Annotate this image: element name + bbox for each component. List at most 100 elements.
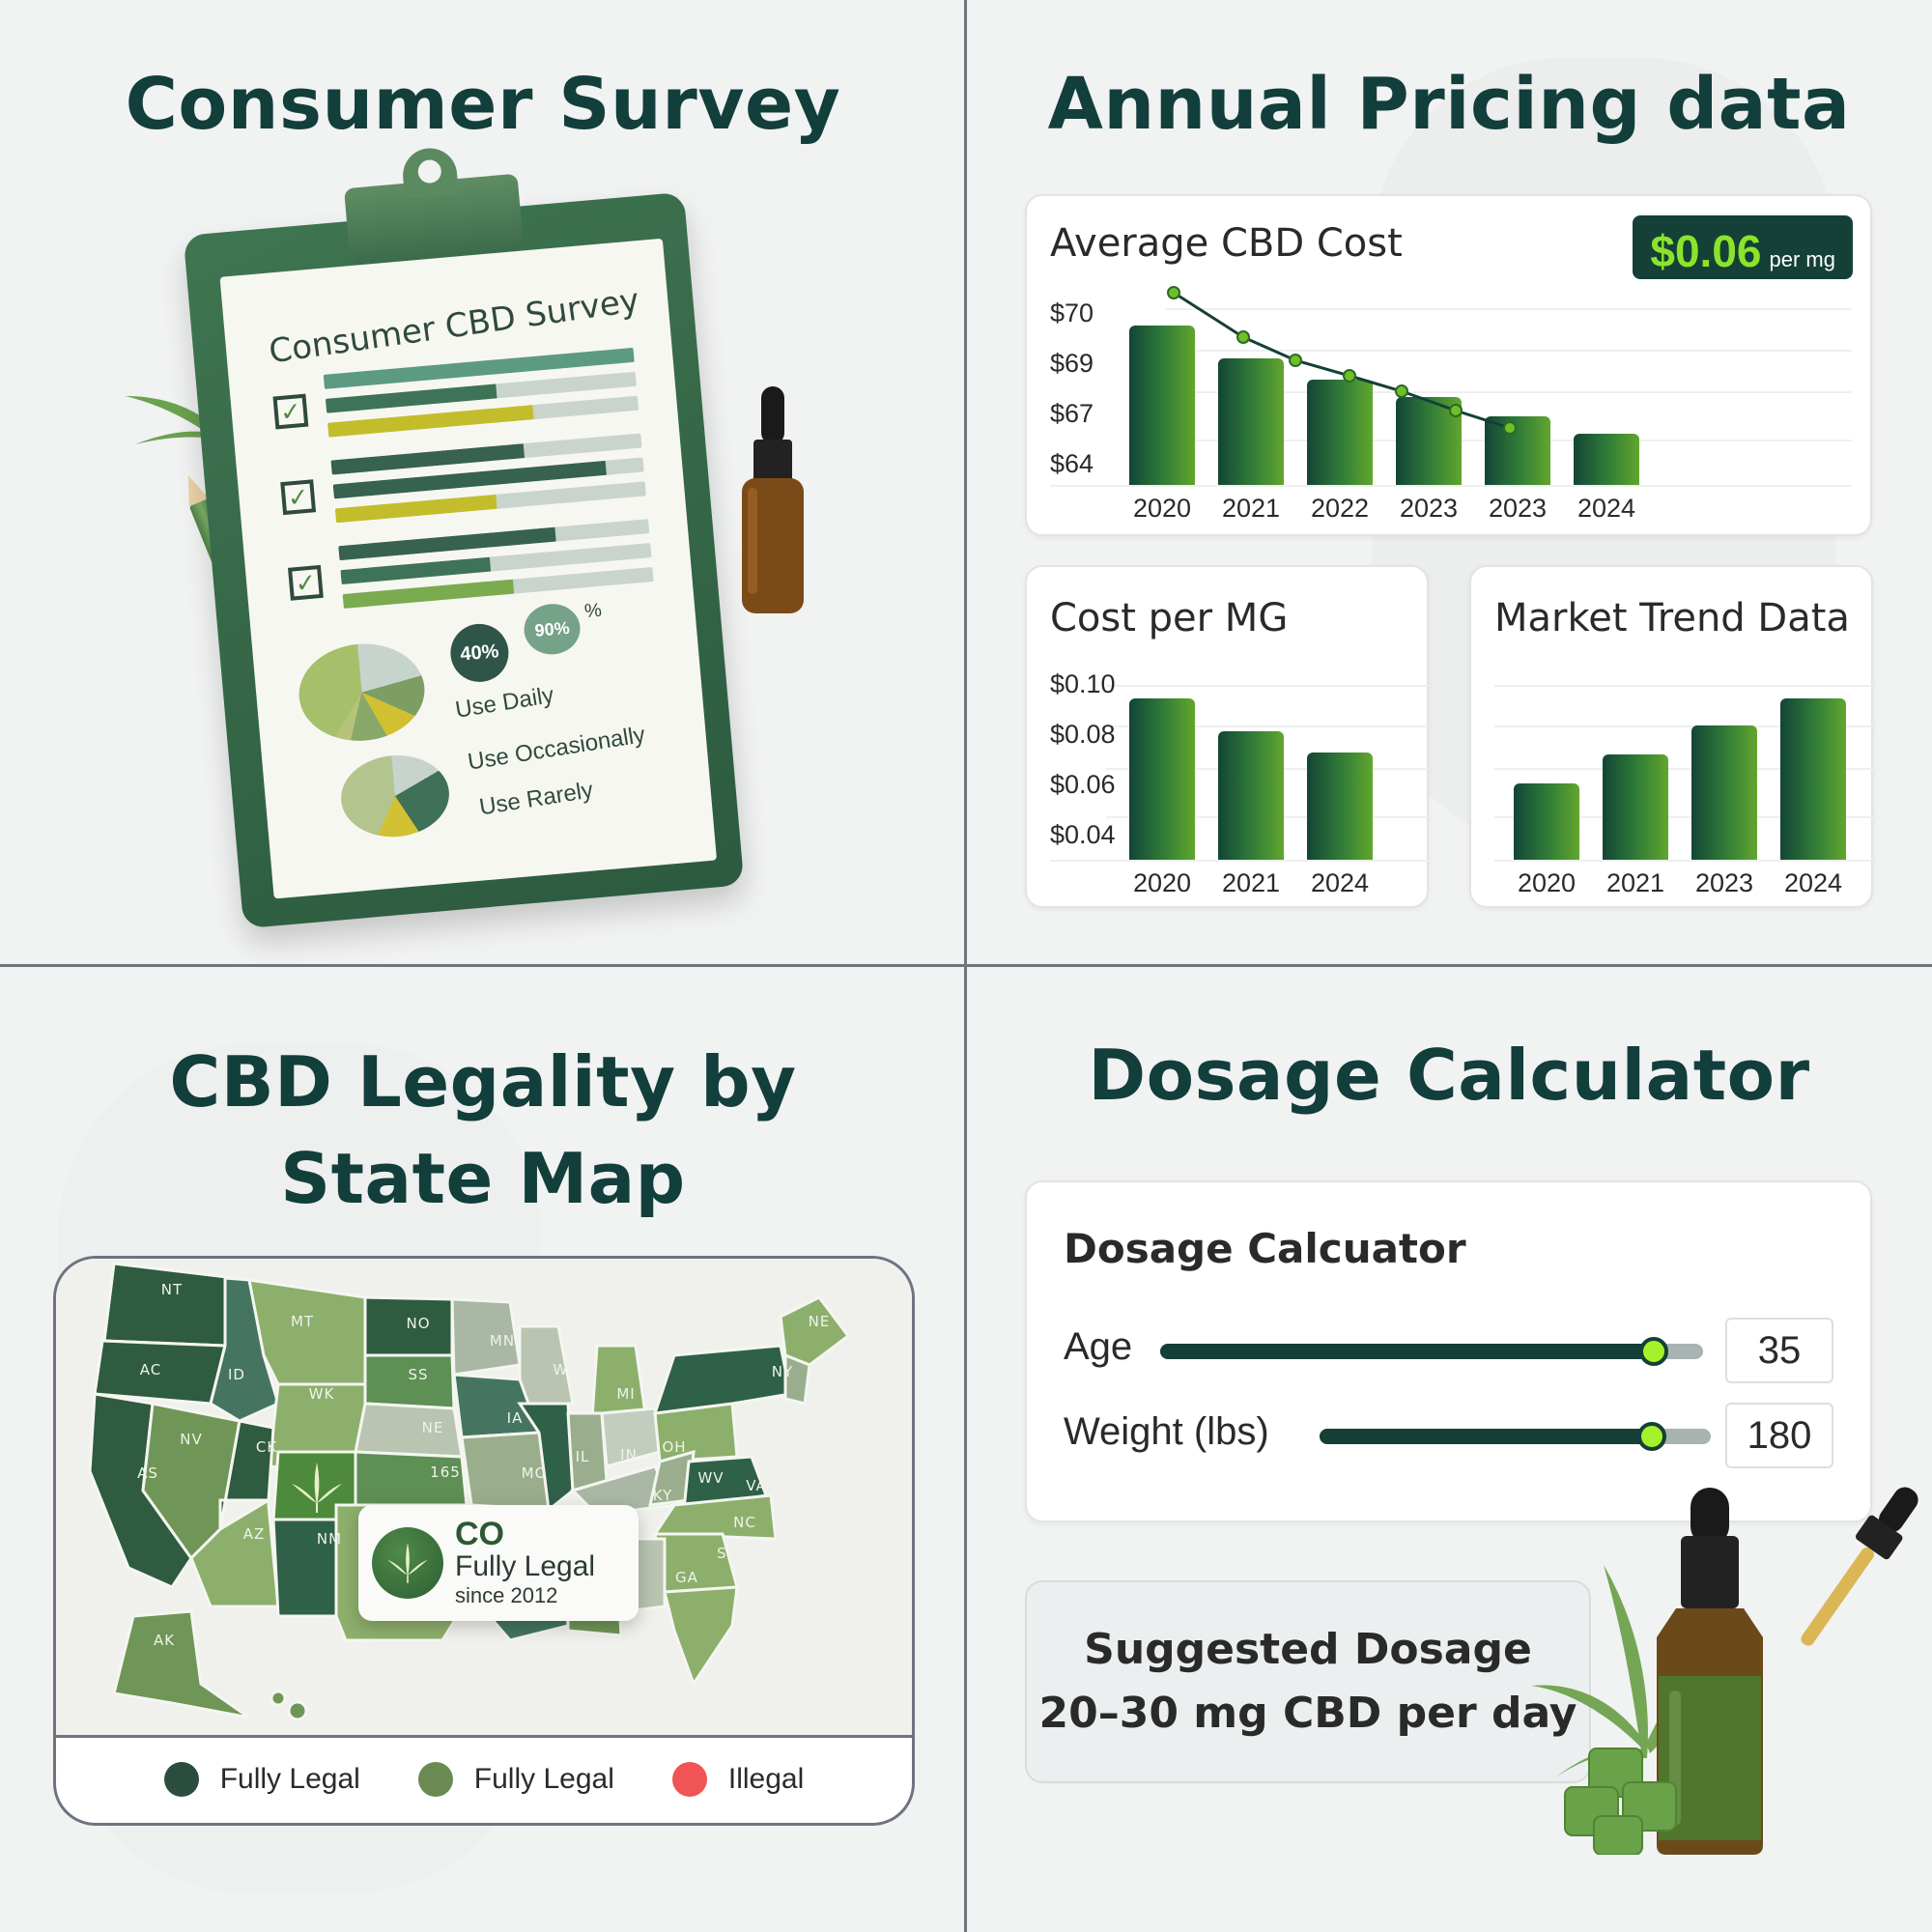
x-tick: 2022 (1310, 494, 1370, 523)
x-tick: 2021 (1605, 868, 1665, 897)
svg-text:OH: OH (662, 1438, 686, 1456)
percent-badge-40: 40% (447, 621, 511, 685)
usage-label-daily: Use Daily (453, 682, 556, 724)
svg-text:NY: NY (772, 1363, 793, 1380)
percent-symbol: % (583, 599, 603, 623)
legend-label: Fully Legal (473, 1763, 614, 1795)
chart-bar (1514, 783, 1579, 860)
pricing-title: Annual Pricing data (1047, 63, 1851, 146)
x-tick: 2023 (1694, 868, 1754, 897)
x-tick: 2024 (1310, 868, 1370, 897)
legality-title-line1: CBD Legality by (169, 1041, 797, 1122)
average-cbd-cost-title: Average CBD Cost (1050, 221, 1403, 266)
chart-bar (1307, 753, 1373, 860)
svg-text:AK: AK (154, 1632, 175, 1649)
consumer-survey-title: Consumer Survey (125, 63, 841, 146)
popup-state: CO (455, 1515, 504, 1552)
legend-label: Fully Legal (219, 1763, 360, 1795)
chart-bar (1780, 698, 1846, 860)
price-per-mg-badge: $0.06 per mg (1633, 215, 1853, 279)
chart-bar (1129, 326, 1195, 485)
weight-slider[interactable] (1320, 1422, 1711, 1451)
checkbox-checked-icon: ✓ (280, 479, 317, 516)
state-labels: NT AC MT NO MN NE ID WK SS WI MI NY NV CK NE IA PA A… (137, 1281, 829, 1668)
price-value: $0.06 (1650, 226, 1762, 276)
x-tick: 2024 (1783, 868, 1843, 897)
survey-question-2: ✓ (279, 433, 647, 537)
chart-bar (1485, 416, 1550, 485)
average-cost-chart: $70 $69 $67 $64 2020 2021 2022 2023 2023 (1050, 286, 1852, 530)
market-trend-chart: 2020 2021 2023 2024 (1494, 668, 1873, 899)
svg-text:SC: SC (717, 1545, 738, 1562)
svg-text:WV: WV (697, 1469, 724, 1487)
cost-per-mg-title: Cost per MG (1050, 596, 1289, 640)
chart-bar (1218, 358, 1284, 485)
age-value-input[interactable]: 35 (1725, 1318, 1833, 1383)
chart-bar (1307, 380, 1373, 485)
svg-text:NM: NM (317, 1530, 342, 1548)
svg-text:AZ: AZ (243, 1525, 266, 1543)
svg-text:IL: IL (576, 1448, 590, 1465)
svg-text:WK: WK (309, 1385, 335, 1403)
svg-text:AS: AS (137, 1464, 158, 1482)
svg-text:MN: MN (490, 1332, 515, 1350)
chart-bar (1691, 725, 1757, 860)
x-tick: 2020 (1132, 494, 1192, 523)
svg-text:CK: CK (256, 1438, 277, 1456)
map-legend: Fully Legal Fully Legal Illegal (56, 1736, 912, 1823)
suggested-dosage-value: 20–30 mg CBD per day (1038, 1689, 1577, 1738)
x-tick: 2021 (1221, 868, 1281, 897)
pie-chart-icon (337, 751, 453, 841)
suggested-dosage-box: Suggested Dosage 20–30 mg CBD per day (1025, 1580, 1591, 1783)
svg-text:ID: ID (228, 1366, 245, 1383)
svg-text:NV: NV (180, 1431, 202, 1448)
legend-item-fully-legal-light: Fully Legal (417, 1762, 614, 1797)
popup-status: Fully Legal (455, 1549, 596, 1582)
us-map[interactable]: NT AC MT NO MN NE ID WK SS WI MI NY NV CK NE IA PA A… (56, 1259, 912, 1738)
y-tick: $0.04 (1050, 820, 1116, 849)
weight-slider-row: Weight (lbs) 180 (1064, 1403, 1833, 1470)
checkbox-checked-icon: ✓ (287, 564, 324, 601)
svg-text:FL: FL (724, 1651, 742, 1668)
age-slider[interactable] (1160, 1337, 1703, 1366)
legend-dot-dark-green (163, 1762, 199, 1797)
chart-bar (1129, 698, 1195, 860)
y-tick: $0.06 (1050, 770, 1116, 799)
us-map-svg: NT AC MT NO MN NE ID WK SS WI MI NY NV CK NE IA PA A… (88, 1262, 851, 1721)
svg-text:NE: NE (422, 1419, 444, 1436)
average-cbd-cost-card: Average CBD Cost $0.06 per mg $70 $69 $6… (1025, 194, 1872, 536)
weight-value-input[interactable]: 180 (1725, 1403, 1833, 1468)
chart-bar (1218, 731, 1284, 860)
chart-bar (1603, 754, 1668, 860)
legend-item-fully-legal-dark: Fully Legal (163, 1762, 360, 1797)
checkbox-checked-icon: ✓ (272, 393, 309, 430)
y-tick: $0.08 (1050, 720, 1116, 749)
svg-text:GA: GA (675, 1569, 698, 1586)
survey-paper: Consumer CBD Survey ✓ ✓ (219, 238, 718, 899)
clipboard: Consumer CBD Survey ✓ ✓ (183, 173, 745, 929)
svg-text:KY: KY (653, 1487, 672, 1504)
y-tick: $70 (1050, 298, 1094, 327)
legality-title: CBD Legality by State Map (0, 1034, 966, 1227)
market-trend-card: Market Trend Data 2020 2021 2023 2024 (1469, 565, 1873, 908)
dropper-bottle-icon (742, 386, 804, 613)
usage-label-rarely: Use Rarely (477, 777, 595, 821)
cost-per-mg-card: Cost per MG $0.10 $0.08 $0.06 $0.04 2020… (1025, 565, 1429, 908)
svg-text:SS: SS (408, 1366, 428, 1383)
svg-text:MT: MT (291, 1313, 314, 1330)
legality-map-card: NT AC MT NO MN NE ID WK SS WI MI NY NV CK NE IA PA A… (53, 1256, 915, 1826)
svg-text:MI: MI (616, 1385, 635, 1403)
x-tick: 2023 (1488, 494, 1548, 523)
svg-text:WI: WI (553, 1361, 573, 1378)
y-tick: $67 (1050, 399, 1094, 428)
survey-pie-section: 40% 90% % Use Daily Use Occasionally Use… (295, 600, 675, 852)
trend-line (1167, 286, 1517, 435)
weight-slider-thumb[interactable] (1637, 1422, 1667, 1451)
svg-text:AC: AC (140, 1361, 161, 1378)
dropper-bottle-icon (1657, 1488, 1763, 1855)
age-slider-thumb[interactable] (1639, 1337, 1669, 1366)
age-slider-row: Age 35 (1064, 1318, 1833, 1385)
cost-per-mg-chart: $0.10 $0.08 $0.06 $0.04 2020 2021 2024 (1050, 668, 1429, 899)
x-tick: 2020 (1132, 868, 1192, 897)
legend-dot-red (671, 1762, 707, 1797)
